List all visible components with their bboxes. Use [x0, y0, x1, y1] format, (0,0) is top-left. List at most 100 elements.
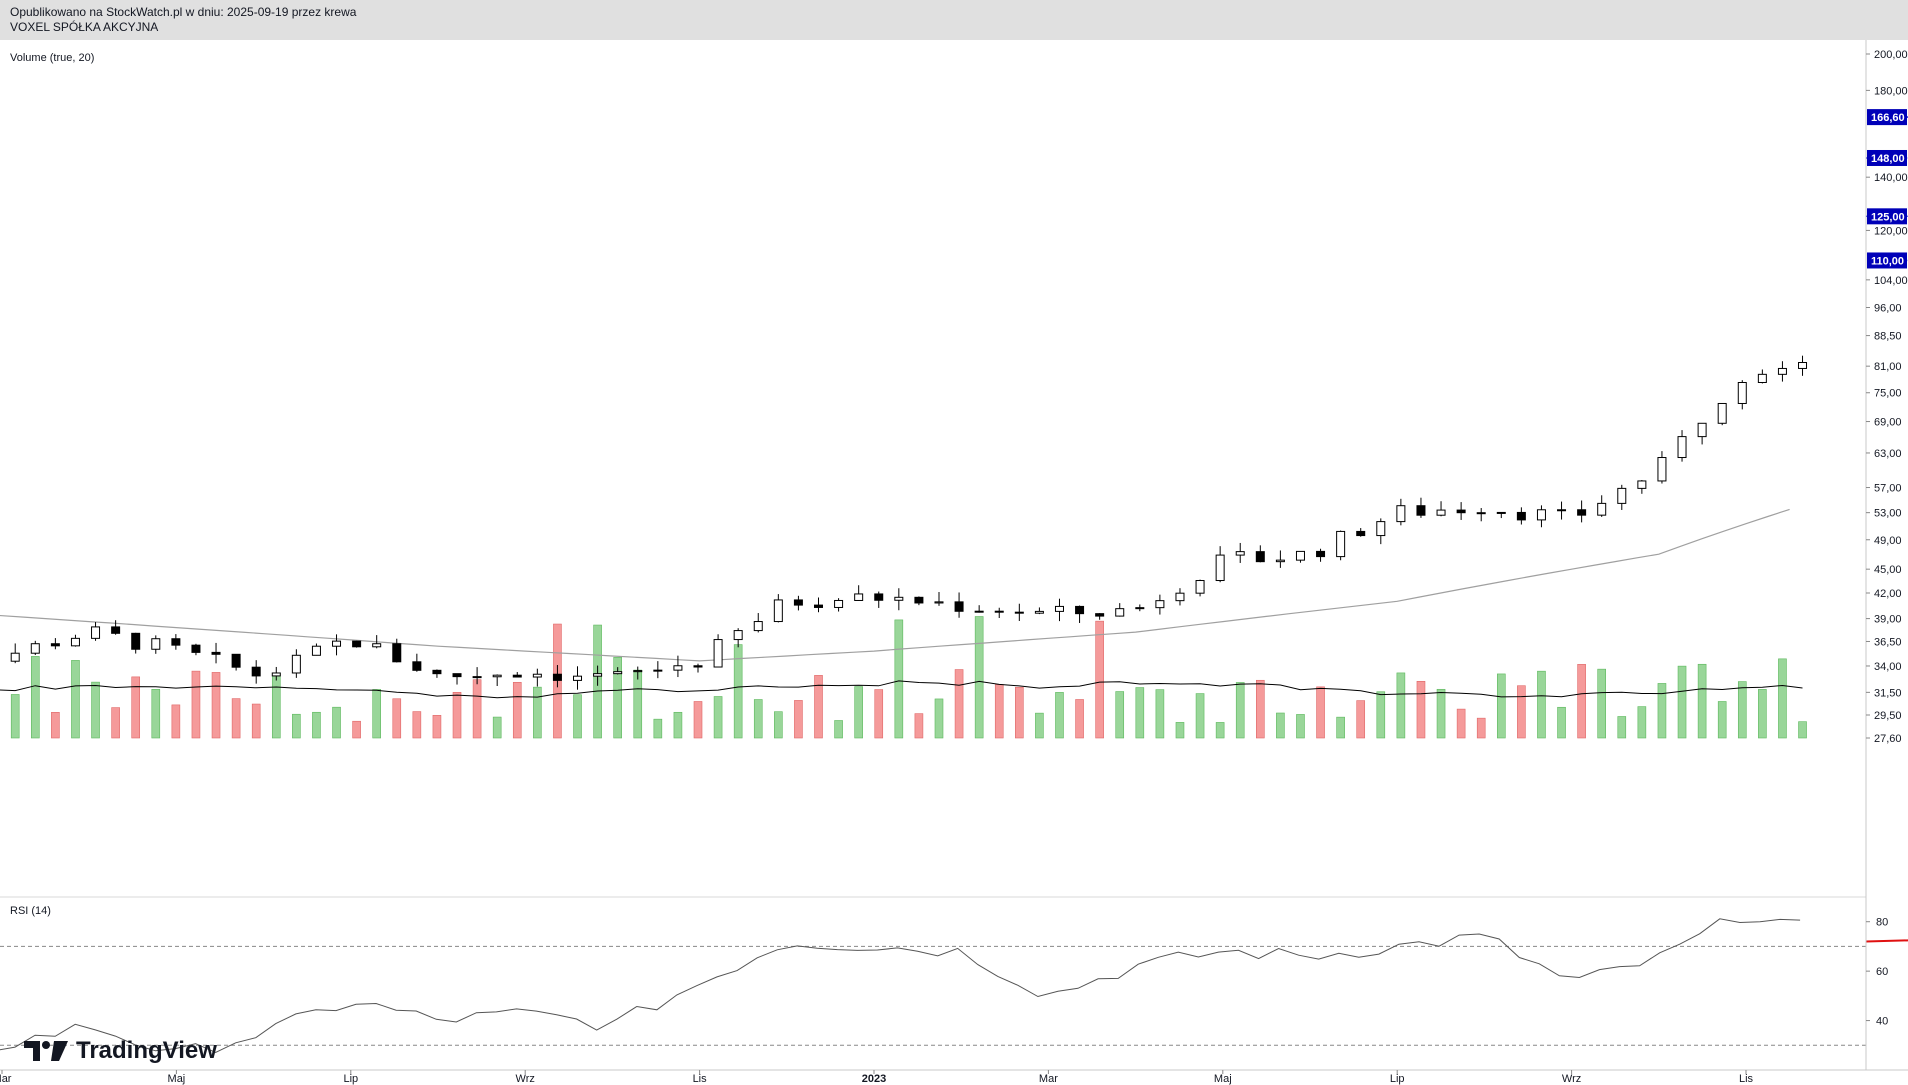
- candle-body: [1155, 600, 1165, 609]
- candle-body: [874, 593, 884, 601]
- volume-bar: [91, 681, 100, 739]
- volume-bar: [794, 700, 803, 739]
- volume-bar: [1256, 679, 1265, 739]
- volume-bar: [51, 712, 60, 739]
- candle-body: [211, 651, 221, 655]
- candle-body: [291, 654, 301, 674]
- time-tick-label: Wrz: [1562, 1073, 1581, 1085]
- volume-bar: [332, 706, 341, 739]
- volume-bar: [352, 720, 361, 739]
- candle-body: [512, 674, 522, 678]
- price-tick-label: 180,00: [1874, 85, 1908, 97]
- candle-body: [1737, 381, 1747, 404]
- instrument-name: VOXEL SPÓŁKA AKCYJNA: [10, 20, 159, 34]
- candle-body: [713, 639, 723, 668]
- rsi-tick-label: 80: [1876, 917, 1888, 929]
- volume-bar: [1115, 691, 1125, 739]
- candle-body: [994, 610, 1004, 613]
- rsi-line: [0, 918, 1801, 1054]
- candle-body: [1396, 505, 1406, 523]
- candle-body: [392, 643, 402, 663]
- volume-bar: [211, 672, 221, 739]
- candle-body: [653, 669, 663, 672]
- candle-body: [1777, 367, 1787, 375]
- candle-body: [271, 672, 281, 677]
- price-tick-label: 96,00: [1874, 302, 1902, 314]
- volume-bar: [854, 686, 863, 739]
- candle-body: [452, 673, 462, 678]
- candle-body: [1054, 605, 1064, 612]
- level-label: 110,00: [1871, 255, 1904, 267]
- volume-bar: [1577, 664, 1586, 739]
- candle-body: [1516, 511, 1526, 521]
- time-tick-label: 2023: [862, 1073, 886, 1085]
- level-label: 166,60: [1871, 112, 1905, 124]
- candle-body: [251, 666, 261, 677]
- volume-bar: [1095, 620, 1104, 739]
- candle-body: [1215, 554, 1225, 582]
- level-label: 125,00: [1871, 211, 1905, 223]
- price-tick-label: 140,00: [1874, 172, 1908, 184]
- candle-body: [1376, 521, 1386, 537]
- volume-bar: [512, 681, 522, 739]
- level-label-box: [1867, 149, 1907, 166]
- time-tick-label: Lis: [1739, 1073, 1754, 1085]
- candle-body: [472, 676, 482, 679]
- level-label-box: [1867, 208, 1907, 225]
- volume-bar: [312, 711, 321, 739]
- candle-body: [1536, 509, 1546, 521]
- candle-body: [573, 675, 583, 681]
- price-tick-label: 34,00: [1874, 661, 1902, 673]
- volume-bar: [452, 692, 462, 739]
- rsi-tick-label: 60: [1876, 966, 1888, 978]
- price-tick-label: 63,00: [1874, 448, 1902, 460]
- time-tick-label: Maj: [168, 1073, 186, 1085]
- horizontal-levels-layer: 166,60 148,00 125,00 110,00: [1866, 109, 1908, 269]
- candle-body: [1255, 551, 1265, 563]
- volume-bar: [1476, 717, 1486, 739]
- candle-body: [91, 626, 101, 639]
- time-tick-label: Mar: [1039, 1073, 1058, 1085]
- volume-bar: [292, 713, 301, 739]
- candle-body: [372, 643, 382, 648]
- candle-body: [111, 626, 121, 634]
- volume-bar: [1215, 722, 1225, 739]
- volume-bar: [994, 684, 1004, 739]
- price-tick-label: 49,00: [1874, 535, 1902, 547]
- volume-bar: [1597, 668, 1607, 739]
- price-tick-label: 69,00: [1874, 417, 1902, 429]
- candle-body: [1095, 613, 1105, 617]
- price-axis: 200,00 180,00 140,00 120,00 104,00 96,00 88,50…: [1866, 49, 1908, 745]
- candle-body: [332, 640, 342, 647]
- volume-bar: [1155, 689, 1165, 739]
- price-tick-label: 57,00: [1874, 483, 1902, 495]
- candle-body: [552, 673, 562, 681]
- candle-body: [813, 604, 823, 608]
- candle-body: [412, 661, 422, 671]
- volume-bar: [914, 713, 924, 739]
- time-tick-label: Wrz: [516, 1073, 535, 1085]
- candlestick-chart[interactable]: 166,60 148,00 125,00 110,00 Volume (true, 2…: [0, 40, 1908, 1085]
- volume-bar: [472, 679, 482, 739]
- candle-body: [1637, 480, 1647, 489]
- candle-body: [673, 665, 683, 671]
- candle-body: [693, 665, 703, 668]
- candle-body: [1275, 559, 1285, 563]
- watermark-text: TradingView: [76, 1037, 217, 1064]
- candle-body: [30, 643, 40, 654]
- volume-bar: [1296, 714, 1305, 739]
- volume-bar: [1336, 716, 1345, 739]
- volume-bar: [1737, 681, 1747, 739]
- rsi-layer: [0, 918, 1908, 1054]
- candle-body: [1436, 509, 1446, 516]
- candle-body: [593, 673, 603, 677]
- volume-bar: [1396, 672, 1406, 739]
- time-tick-label: Lip: [343, 1073, 358, 1085]
- candle-body: [1014, 611, 1024, 614]
- candle-body: [793, 599, 803, 606]
- volume-bar: [1416, 680, 1426, 739]
- volume-bar: [974, 616, 984, 739]
- volume-bar: [251, 703, 261, 739]
- volume-bar: [392, 698, 402, 739]
- volume-bar: [171, 704, 181, 739]
